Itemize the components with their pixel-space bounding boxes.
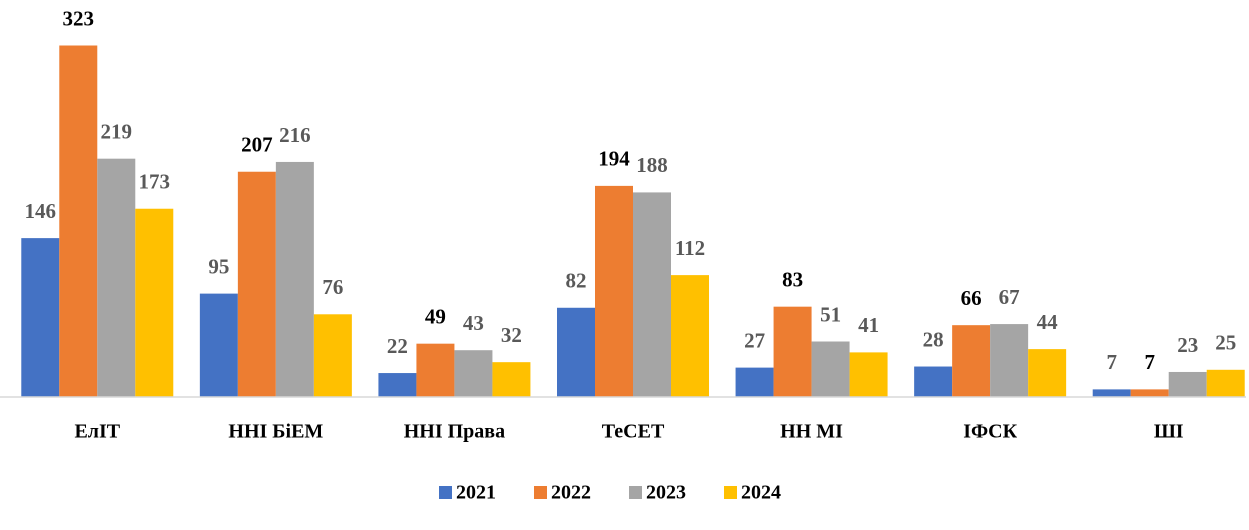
value-label: 173 xyxy=(139,170,171,194)
bar xyxy=(454,350,493,397)
x-tick-label: ШІ xyxy=(1154,421,1184,443)
value-label: 67 xyxy=(999,285,1020,309)
bar xyxy=(1092,389,1131,397)
x-tick-label: НН МІ xyxy=(780,421,843,443)
x-tick-label: ТеСЕТ xyxy=(602,421,665,443)
bar xyxy=(97,158,136,397)
value-label: 82 xyxy=(566,269,587,293)
bar xyxy=(313,314,352,397)
value-label: 76 xyxy=(322,275,343,299)
value-label: 28 xyxy=(923,327,944,351)
bar xyxy=(671,275,709,397)
legend-label: 2021 xyxy=(456,482,496,504)
bar xyxy=(811,341,850,397)
value-label: 95 xyxy=(208,254,229,278)
value-label: 7 xyxy=(1106,350,1117,374)
x-tick-label: ННІ БіЕМ xyxy=(228,421,323,443)
bar xyxy=(237,171,276,397)
x-tick-label: ЕлІТ xyxy=(74,421,120,443)
value-label: 194 xyxy=(598,147,630,171)
bar xyxy=(378,373,417,397)
legend-label: 2023 xyxy=(646,482,686,504)
legend-label: 2024 xyxy=(741,482,781,504)
value-label: 216 xyxy=(279,123,311,147)
value-label: 188 xyxy=(636,153,668,177)
bar xyxy=(59,45,98,397)
bar xyxy=(199,293,238,397)
x-tick-label: ІФСК xyxy=(963,421,1017,443)
bar xyxy=(1168,371,1207,397)
value-label: 32 xyxy=(501,323,522,347)
value-label: 83 xyxy=(782,267,803,291)
value-label: 44 xyxy=(1037,310,1059,334)
value-label: 23 xyxy=(1177,333,1198,357)
value-label: 207 xyxy=(241,133,273,157)
bar xyxy=(595,185,633,397)
legend-swatch xyxy=(629,486,642,499)
bar xyxy=(1028,349,1067,397)
bar xyxy=(990,324,1029,397)
bar xyxy=(1206,369,1245,397)
bar xyxy=(952,325,991,397)
legend-swatch xyxy=(534,486,547,499)
bar xyxy=(21,238,60,397)
x-tick-label: ННІ Права xyxy=(404,421,505,443)
bar xyxy=(1130,389,1169,397)
bar xyxy=(492,362,531,397)
bar xyxy=(135,208,174,397)
value-label: 146 xyxy=(25,199,57,223)
legend-label: 2022 xyxy=(551,482,591,504)
bar xyxy=(914,366,953,397)
value-label: 66 xyxy=(961,286,982,310)
legend-swatch xyxy=(724,486,737,499)
bar xyxy=(275,161,314,397)
value-label: 49 xyxy=(425,304,446,328)
value-label: 7 xyxy=(1144,350,1155,374)
bar xyxy=(416,343,455,397)
bar xyxy=(735,367,774,397)
value-label: 43 xyxy=(463,311,484,335)
bar xyxy=(633,192,671,397)
value-label: 112 xyxy=(675,236,705,260)
value-label: 51 xyxy=(820,302,841,326)
value-label: 22 xyxy=(387,334,408,358)
value-label: 27 xyxy=(744,328,765,352)
value-label: 41 xyxy=(858,313,879,337)
bar xyxy=(773,306,812,397)
value-label: 219 xyxy=(101,119,133,143)
bar xyxy=(557,307,595,397)
value-label: 25 xyxy=(1215,331,1236,355)
legend-swatch xyxy=(439,486,452,499)
value-label: 323 xyxy=(63,6,95,30)
bar xyxy=(849,352,888,397)
